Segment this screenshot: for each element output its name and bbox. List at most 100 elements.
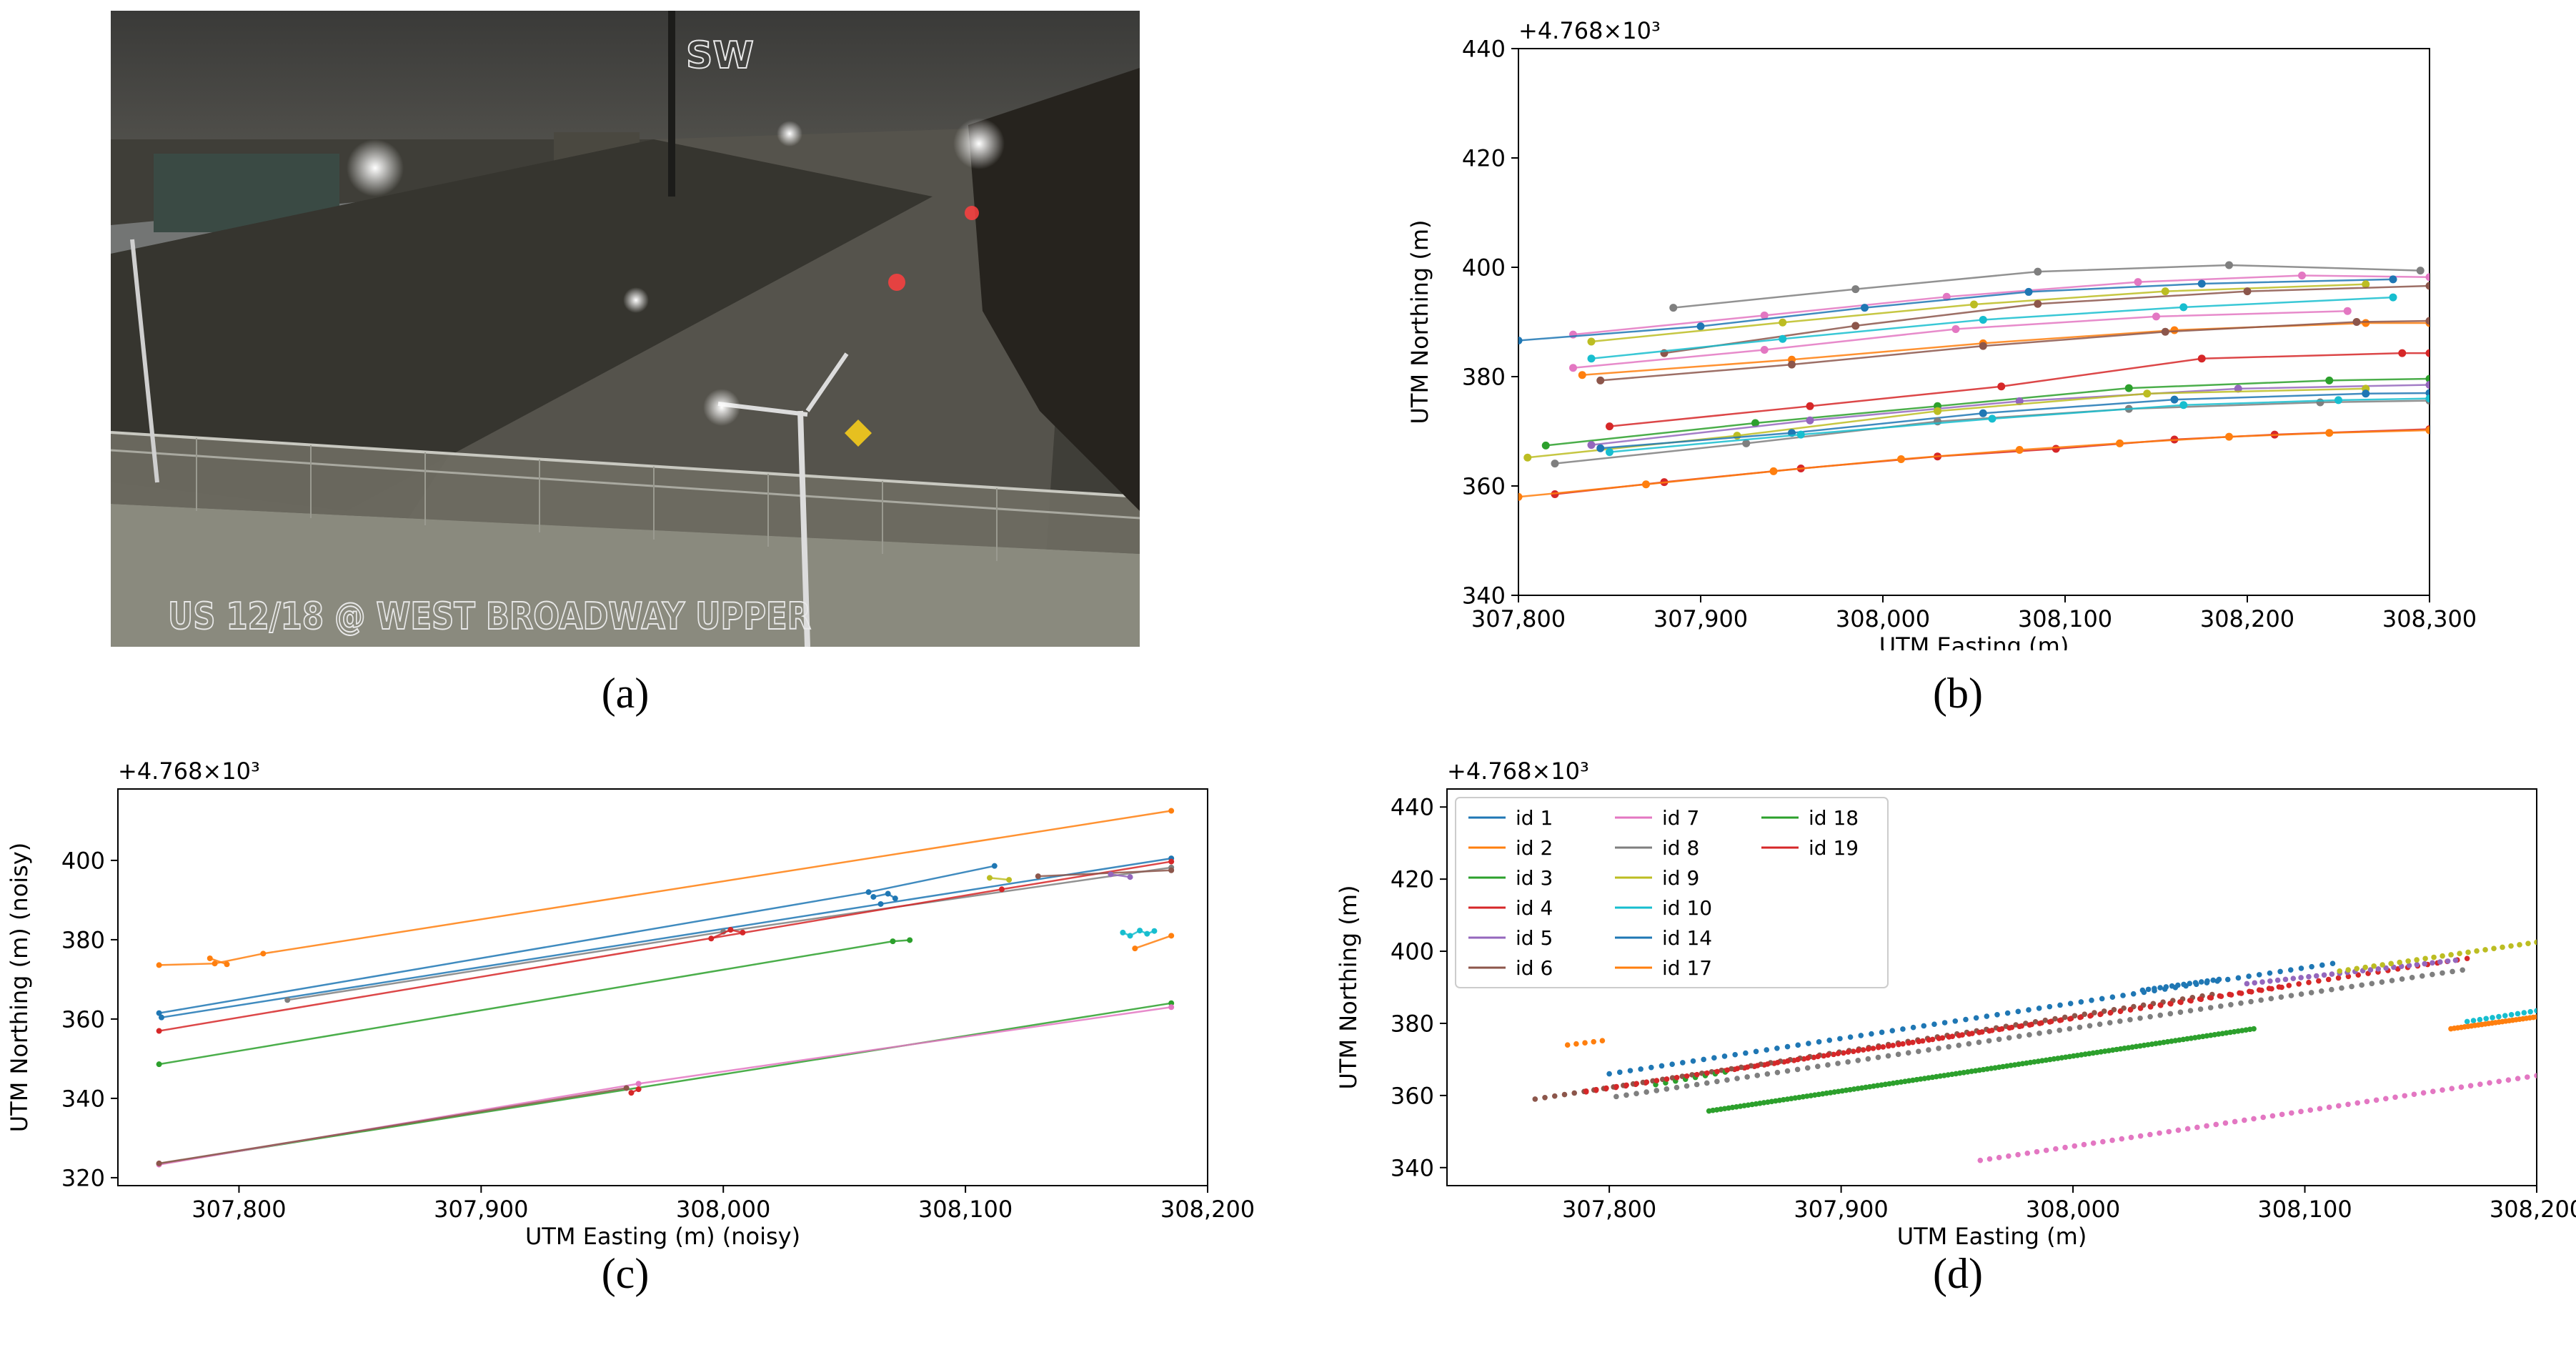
data-point-t11 xyxy=(1541,441,1550,450)
data-point-t12 xyxy=(1587,441,1596,450)
data-point-id-8 xyxy=(1926,1047,1931,1053)
data-point-id-7 xyxy=(2175,1127,2182,1133)
data-point-id-7 xyxy=(2505,1077,2512,1083)
data-point-id-1 xyxy=(2120,993,2126,998)
data-point-id-7 xyxy=(2090,1140,2097,1146)
y-tick-label: 340 xyxy=(1462,582,1506,610)
data-point-id-7 xyxy=(2449,1086,2455,1092)
camera-direction-label: SW xyxy=(686,34,754,77)
data-point-id-9 xyxy=(2362,964,2368,971)
data-point-id-9 xyxy=(2397,959,2402,966)
data-point-id-8 xyxy=(2318,988,2324,994)
data-point-t16 xyxy=(1988,415,1996,423)
legend-label: id 9 xyxy=(1662,866,1699,890)
data-point-id-8 xyxy=(2147,1013,2153,1020)
data-point-id-8 xyxy=(2268,996,2274,1002)
data-point-id-8 xyxy=(2167,1011,2174,1017)
data-point-id-6 xyxy=(2092,1010,2097,1016)
data-point-id-5 xyxy=(2414,961,2420,968)
data-point-id-7 xyxy=(2119,1136,2125,1142)
data-point-id-5 xyxy=(2321,972,2327,978)
data-point-id-19 xyxy=(1643,1079,1650,1085)
data-point-t3 xyxy=(1518,337,1523,345)
data-point-t18 xyxy=(1769,467,1778,475)
data-point-id-1 xyxy=(1764,1047,1770,1053)
data-point-id-8 xyxy=(2117,1018,2123,1024)
data-point-id-5 xyxy=(2445,958,2451,964)
data-point-id-19 xyxy=(2016,1023,2023,1030)
data-point-id-7 xyxy=(1986,1156,1993,1162)
data-point-id-8 xyxy=(1754,1073,1761,1078)
data-point-id-1 xyxy=(2319,962,2325,968)
data-point-id-1 xyxy=(1784,1043,1791,1050)
data-point-id-1 xyxy=(1941,1020,1948,1026)
data-point-id-10 xyxy=(2521,1010,2527,1016)
data-point-id-8 xyxy=(2440,970,2445,976)
data-point-n1 xyxy=(156,962,162,968)
data-point-id-7 xyxy=(2496,1078,2502,1084)
data-point-id-10 xyxy=(2527,1008,2533,1015)
data-point-t9 xyxy=(1788,360,1796,369)
data-point-id-14 xyxy=(2145,986,2152,993)
data-point-t18 xyxy=(1897,455,1905,464)
plot-area xyxy=(1518,48,2430,596)
data-point-id-5 xyxy=(2306,973,2312,980)
data-point-t8 xyxy=(2362,319,2370,327)
data-point-id-19 xyxy=(2279,984,2284,991)
data-point-id-1 xyxy=(1638,1066,1643,1072)
data-point-id-7 xyxy=(2147,1131,2153,1138)
data-point-id-5 xyxy=(2267,978,2273,984)
x-tick-label: 308,000 xyxy=(1836,605,1930,632)
data-point-id-1 xyxy=(1900,1026,1906,1032)
data-point-id-19 xyxy=(1623,1082,1629,1088)
data-point-t16 xyxy=(1606,448,1613,457)
data-point-id-1 xyxy=(1963,1016,1969,1023)
data-point-id-7 xyxy=(2015,1151,2021,1158)
legend-label: id 10 xyxy=(1662,896,1712,920)
data-point-id-6 xyxy=(2062,1014,2068,1021)
data-point-id-19 xyxy=(2269,986,2274,992)
data-point-id-8 xyxy=(2339,985,2344,991)
data-point-id-8 xyxy=(1865,1056,1871,1062)
data-point-t3 xyxy=(1696,322,1705,331)
data-point-n12 xyxy=(1127,933,1133,939)
data-point-t5 xyxy=(2243,287,2252,296)
data-point-id-1 xyxy=(2026,1007,2032,1013)
data-point-t14 xyxy=(1979,409,1987,417)
data-point-id-19 xyxy=(1946,1034,1952,1040)
data-point-id-14 xyxy=(2163,984,2169,990)
data-point-id-8 xyxy=(1794,1066,1801,1073)
data-point-id-7 xyxy=(2430,1088,2436,1095)
data-point-n10 xyxy=(156,1160,162,1166)
data-point-id-4 xyxy=(1870,1046,1876,1051)
data-point-n9 xyxy=(1168,1004,1175,1011)
data-point-id-19 xyxy=(2248,989,2254,995)
data-point-id-9 xyxy=(2405,958,2411,964)
data-point-id-19 xyxy=(2147,1004,2154,1010)
x-tick-label: 308,100 xyxy=(2018,605,2112,632)
data-point-id-7 xyxy=(2006,1153,2011,1159)
data-point-id-1 xyxy=(2235,975,2242,981)
data-point-t18 xyxy=(2325,429,2334,437)
data-point-id-19 xyxy=(1886,1043,1891,1049)
data-point-id-5 xyxy=(2406,963,2412,968)
data-point-id-4 xyxy=(2286,983,2292,988)
data-point-t2 xyxy=(2134,278,2142,287)
data-point-id-1 xyxy=(1973,1015,1979,1021)
data-point-id-7 xyxy=(2204,1123,2209,1129)
data-point-id-8 xyxy=(2298,991,2304,997)
data-point-id-19 xyxy=(1986,1028,1992,1034)
data-point-id-7 xyxy=(2279,1111,2285,1118)
data-point-id-8 xyxy=(2258,997,2264,1003)
data-point-id-8 xyxy=(1724,1077,1730,1083)
data-point-t15 xyxy=(2316,398,2324,407)
data-point-id-19 xyxy=(1906,1040,1911,1046)
data-point-id-19 xyxy=(1835,1051,1841,1056)
data-point-id-9 xyxy=(2491,945,2497,952)
data-point-id-1 xyxy=(2036,1006,2042,1011)
data-point-t4 xyxy=(2161,287,2169,296)
data-point-id-19 xyxy=(1845,1049,1851,1055)
data-point-id-19 xyxy=(1744,1064,1751,1070)
data-point-id-8 xyxy=(1835,1061,1841,1066)
data-point-t8 xyxy=(2170,326,2179,334)
